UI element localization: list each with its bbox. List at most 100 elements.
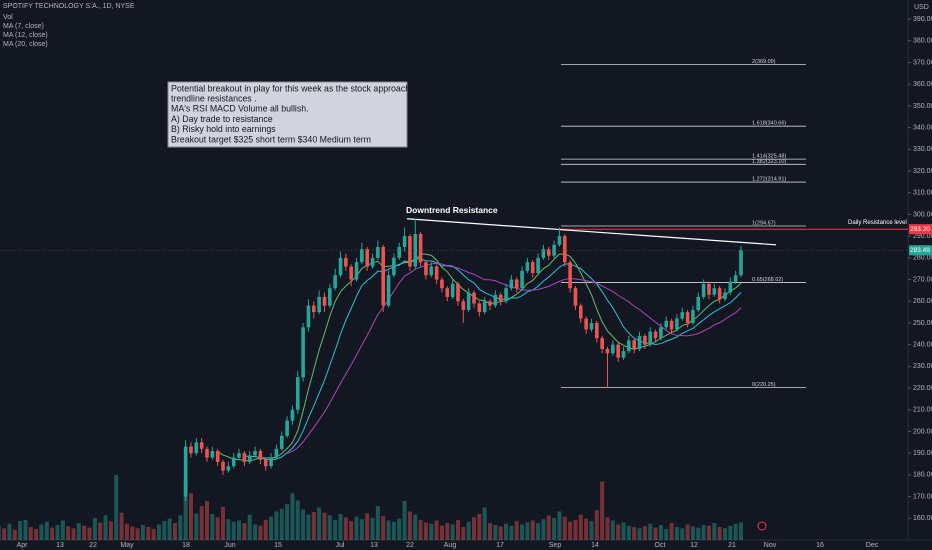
candle-body: [450, 283, 455, 297]
candle-body: [717, 288, 722, 300]
volume-bar: [172, 523, 177, 540]
y-tick-label: 370.00: [913, 59, 932, 66]
y-tick-label: 340.00: [913, 124, 932, 131]
candle-body: [573, 288, 578, 306]
volume-bar: [375, 506, 380, 540]
ma-line: [217, 253, 742, 462]
annotation-text: trendline resistances .: [171, 94, 257, 104]
volume-bar: [55, 525, 60, 540]
volume-bar: [514, 521, 519, 540]
volume-bar: [285, 504, 290, 540]
candle-body: [509, 279, 514, 289]
x-tick-label: Sep: [549, 542, 562, 549]
x-tick-label: 21: [728, 542, 736, 549]
annotation-text: Potential breakout in play for this week…: [171, 83, 420, 93]
volume-bar: [103, 515, 108, 540]
candle-body: [242, 453, 247, 462]
volume-bar: [221, 506, 226, 540]
x-tick-label: Dec: [866, 542, 879, 549]
volume-bar: [258, 525, 263, 540]
volume-bar: [541, 519, 546, 540]
fib-label: 2(369.09): [752, 59, 776, 65]
volume-bar: [0, 525, 1, 540]
volume-bar: [365, 513, 370, 540]
volume-bar: [306, 514, 311, 540]
candle-body: [675, 318, 679, 330]
volume-bar: [674, 527, 679, 540]
candle-body: [733, 275, 738, 282]
volume-bar: [626, 525, 631, 540]
volume-bar: [712, 523, 717, 540]
volume-bar: [237, 520, 242, 540]
candle-body: [397, 246, 402, 258]
candle-body: [466, 292, 471, 310]
candle-body: [728, 281, 733, 293]
y-tick-label: 220.00: [913, 385, 932, 392]
candle-body: [621, 351, 626, 358]
y-tick-label: 320.00: [913, 168, 932, 175]
y-tick-label: 250.00: [913, 320, 932, 327]
volume-bar: [520, 524, 525, 540]
candle-body: [322, 296, 327, 306]
legend-entry: MA (20, close): [3, 41, 48, 48]
fib-label: 1.618(340.66): [752, 121, 786, 127]
volume-bar: [466, 521, 471, 540]
candle-body: [493, 294, 498, 306]
volume-bar: [2, 528, 7, 540]
candle-body: [514, 279, 519, 289]
candle-body: [723, 292, 727, 300]
fib-label: 1.382(323.10): [752, 159, 786, 165]
volume-bar: [279, 508, 284, 540]
candle-body: [579, 305, 583, 319]
volume-bar: [680, 528, 685, 540]
y-tick-label: 200.00: [913, 428, 932, 435]
candle-body: [221, 461, 225, 471]
volume-bar: [199, 506, 204, 540]
candle-body: [520, 270, 524, 289]
volume-bar: [370, 517, 375, 540]
x-tick-label: 12: [690, 542, 698, 549]
volume-bar: [413, 514, 418, 540]
x-tick-label: 14: [591, 542, 599, 549]
candle-body: [440, 279, 444, 289]
volume-bar: [295, 500, 300, 540]
volume-bar: [477, 514, 482, 540]
y-tick-label: 350.00: [913, 103, 932, 110]
volume-bar: [108, 521, 113, 540]
candle-body: [365, 249, 369, 267]
volume-bar: [156, 524, 161, 540]
x-tick-label: 17: [496, 542, 504, 549]
volume-bar: [194, 513, 199, 540]
candle-body: [685, 312, 690, 323]
resistance-label: Daily Resistance level: [848, 220, 907, 226]
volume-bar: [317, 507, 322, 540]
candle-body: [659, 327, 663, 339]
volume-bar: [162, 521, 167, 540]
volume-bar: [482, 507, 487, 540]
volume-bar: [167, 518, 172, 540]
candle-body: [413, 233, 418, 267]
x-tick-label: 22: [406, 542, 414, 549]
candle-body: [274, 448, 279, 458]
candle-body: [215, 451, 220, 462]
volume-bar: [472, 517, 476, 540]
trendline-label: Downtrend Resistance: [406, 205, 498, 215]
volume-bar: [381, 515, 386, 540]
candle-body: [269, 457, 273, 467]
volume-bar: [247, 514, 252, 540]
volume-bar: [722, 528, 727, 540]
volume-bar: [685, 524, 690, 540]
volume-bar: [418, 519, 423, 540]
volume-bar: [637, 528, 642, 540]
volume-bar: [226, 519, 231, 540]
volume-bar: [242, 523, 247, 540]
candle-body: [381, 246, 386, 306]
y-tick-label: 330.00: [913, 146, 932, 153]
volume-bar: [135, 528, 140, 540]
volume-bar: [658, 525, 663, 540]
candle-body: [498, 294, 503, 302]
candle-body: [536, 257, 540, 274]
volume-bar: [183, 481, 188, 540]
candle-body: [210, 451, 215, 458]
volume-bar: [498, 526, 503, 540]
